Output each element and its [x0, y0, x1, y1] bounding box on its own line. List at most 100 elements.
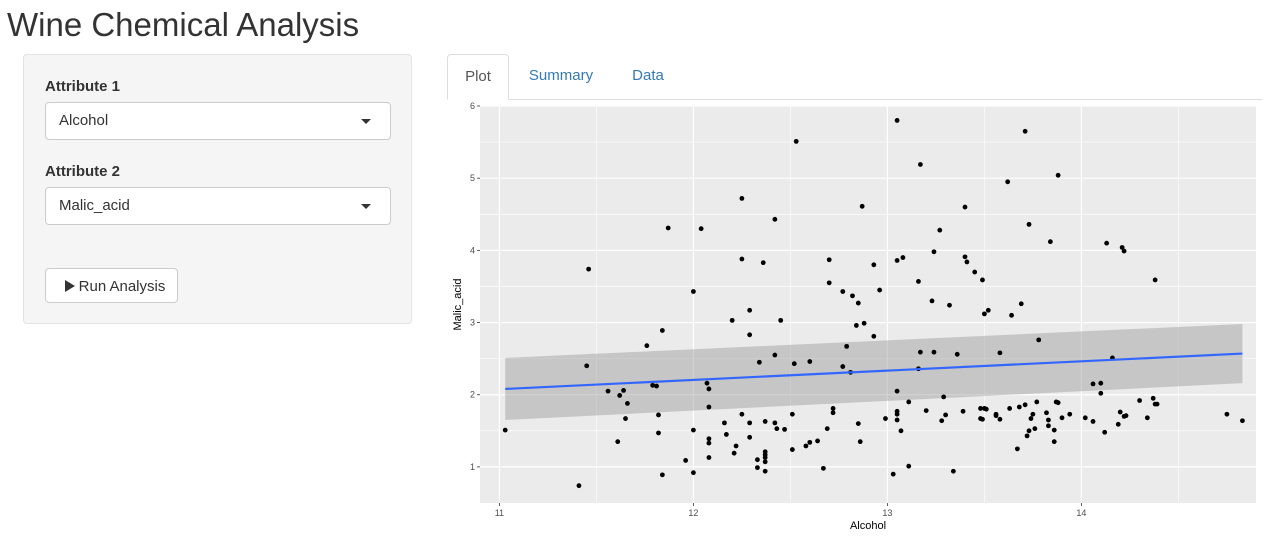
scatter-plot: 1112131415123456 Alcohol Malic_acid	[452, 101, 1256, 532]
attribute-1-select[interactable]: Alcohol	[45, 102, 391, 140]
data-point	[733, 443, 739, 449]
data-point	[1082, 415, 1088, 421]
data-point	[1018, 301, 1024, 307]
data-point	[760, 260, 766, 266]
data-point	[691, 289, 696, 294]
y-tick-label: 5	[470, 173, 475, 183]
data-point	[898, 428, 904, 434]
data-point	[625, 400, 630, 406]
data-point	[706, 386, 712, 392]
data-point	[789, 447, 795, 452]
data-point	[1022, 402, 1028, 408]
data-point	[698, 226, 704, 232]
data-point	[1030, 411, 1036, 417]
data-point	[855, 421, 861, 426]
data-point	[962, 254, 968, 260]
data-point	[964, 259, 970, 265]
data-point	[980, 416, 985, 422]
data-point	[830, 410, 836, 416]
data-point	[830, 406, 836, 411]
data-point	[762, 459, 768, 465]
data-point	[1224, 411, 1230, 417]
data-point	[704, 380, 710, 386]
tab-plot[interactable]: Plot	[447, 54, 509, 100]
data-point	[1059, 415, 1065, 421]
data-point	[871, 262, 877, 268]
data-point	[877, 287, 883, 293]
data-point	[840, 289, 846, 294]
data-point	[815, 438, 820, 444]
data-point	[937, 227, 943, 233]
data-point	[772, 216, 778, 222]
data-point	[1009, 312, 1014, 318]
data-point	[1016, 404, 1022, 410]
tab-data[interactable]: Data	[632, 67, 664, 84]
data-point	[947, 302, 952, 308]
app-title: Wine Chemical Analysis	[7, 6, 360, 43]
data-point	[747, 332, 753, 338]
data-point	[1046, 423, 1051, 429]
data-point	[691, 470, 696, 476]
x-tick-label: 14	[1076, 508, 1086, 518]
data-point	[807, 439, 813, 445]
data-point	[972, 269, 978, 275]
data-point	[1047, 239, 1053, 245]
data-point	[954, 351, 960, 357]
chevron-down-icon	[361, 204, 371, 209]
data-point	[584, 363, 590, 369]
run-analysis-button[interactable]: Run Analysis	[45, 268, 178, 303]
data-point	[931, 349, 937, 355]
data-point	[1051, 439, 1057, 445]
data-point	[985, 307, 991, 313]
data-point	[929, 298, 935, 304]
run-analysis-label: Run Analysis	[78, 278, 166, 295]
data-point	[962, 204, 968, 210]
data-point	[656, 412, 661, 418]
data-point	[1152, 277, 1158, 283]
attribute-2-label: Attribute 2	[45, 163, 120, 180]
data-point	[826, 257, 832, 263]
data-point	[1022, 128, 1028, 134]
tab-summary[interactable]: Summary	[528, 67, 594, 84]
data-point	[659, 328, 665, 333]
data-point	[1144, 415, 1150, 421]
data-point	[1026, 221, 1032, 227]
axes-layer: 1112131415123456	[470, 101, 1086, 518]
data-point	[502, 427, 508, 433]
data-point	[576, 483, 582, 489]
data-point	[747, 420, 753, 426]
data-point	[1119, 245, 1125, 250]
data-point	[894, 408, 900, 414]
data-point	[722, 420, 727, 426]
data-point	[739, 411, 745, 417]
data-point	[650, 382, 656, 388]
data-point	[1024, 433, 1030, 439]
data-point	[997, 416, 1003, 422]
data-point	[894, 388, 900, 394]
data-point	[691, 427, 696, 433]
y-axis-title: Malic_acid	[452, 279, 464, 331]
data-point	[747, 434, 753, 440]
attribute-2-select[interactable]: Malic_acid	[45, 187, 391, 225]
data-point	[1032, 426, 1038, 432]
points-layer	[502, 118, 1245, 489]
data-point	[656, 430, 661, 436]
data-point	[978, 406, 983, 411]
data-point	[623, 416, 628, 421]
data-point	[1046, 417, 1051, 423]
play-icon	[64, 280, 75, 292]
data-point	[621, 387, 626, 393]
data-point	[729, 317, 735, 323]
data-point	[900, 255, 906, 260]
data-point	[807, 359, 813, 364]
data-point	[706, 440, 712, 446]
data-point	[943, 412, 948, 418]
data-point	[857, 439, 863, 445]
data-point	[1014, 446, 1020, 452]
data-point	[778, 317, 784, 323]
data-point	[683, 458, 689, 463]
data-point	[906, 399, 912, 405]
data-point	[1026, 428, 1032, 434]
data-point	[774, 426, 780, 432]
data-point	[782, 426, 787, 432]
